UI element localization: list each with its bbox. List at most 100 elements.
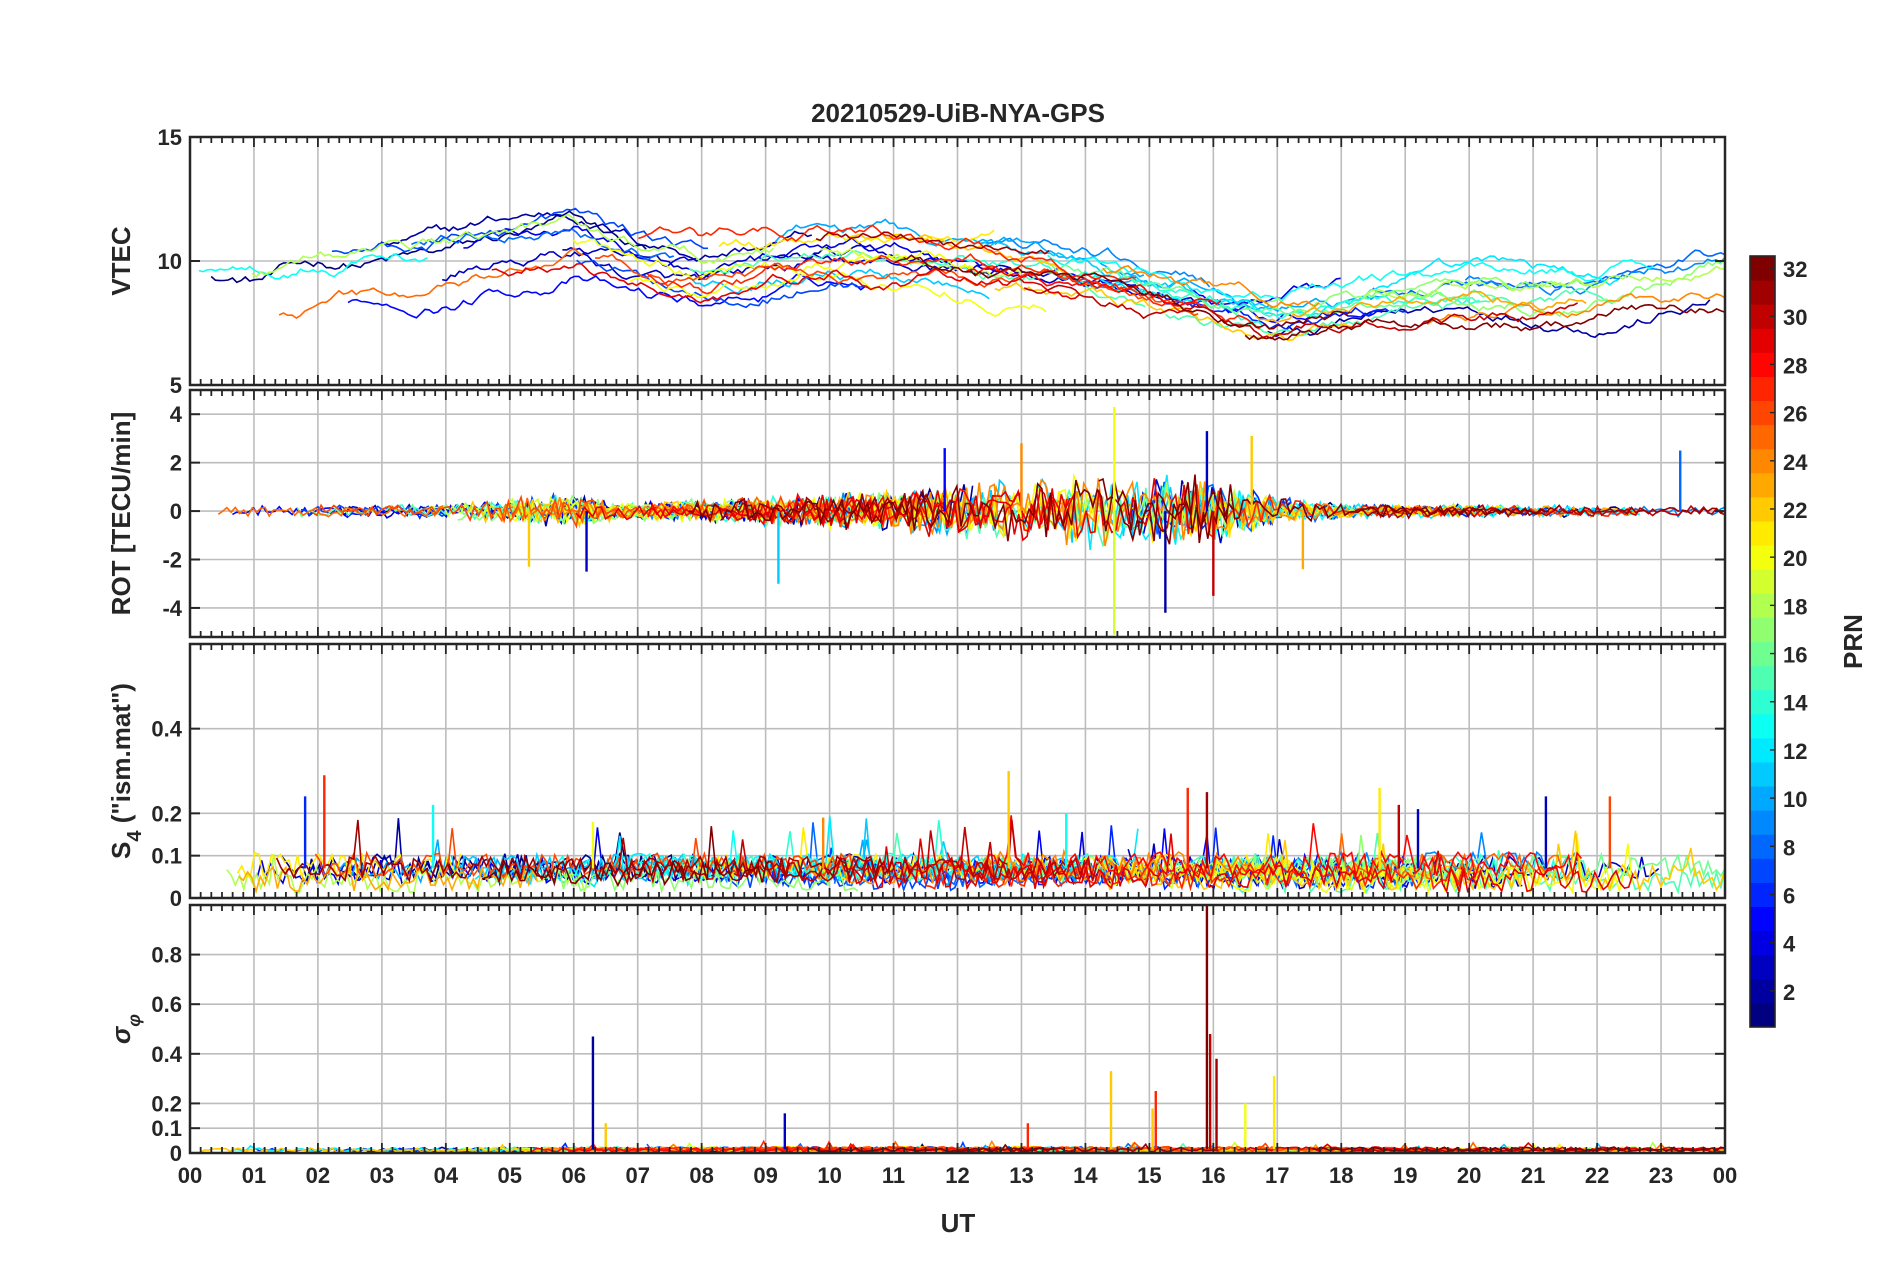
series-line-prn-31 [957, 1142, 1219, 1153]
ticks-rot [189, 390, 1726, 637]
x-axis-title: UT [941, 1208, 976, 1238]
series-line-prn-5 [347, 273, 866, 319]
y-axis-title-rot: ROT [TECU/min] [106, 412, 136, 616]
y-tick-label: 0.2 [151, 1091, 182, 1116]
x-tick-label: 23 [1649, 1163, 1673, 1188]
colorbar-swatch-prn-19 [1750, 569, 1775, 594]
colorbar-swatch-prn-3 [1750, 954, 1775, 980]
colorbar-tick-label: 26 [1783, 402, 1807, 427]
series-line-prn-32 [1244, 303, 1725, 341]
series-line-prn-32 [894, 254, 1351, 330]
series-line-prn-29 [843, 833, 1393, 891]
colorbar-swatch-prn-21 [1750, 521, 1775, 546]
x-tick-label: 05 [498, 1163, 522, 1188]
series-line-prn-28 [965, 266, 1222, 307]
colorbar-swatch-prn-9 [1750, 810, 1775, 835]
x-tick-label: 18 [1329, 1163, 1353, 1188]
y-axis-title-vtec: VTEC [106, 226, 136, 296]
colorbar-box [1749, 255, 1776, 1028]
y-tick-label: 0 [170, 499, 182, 524]
series-line-prn-27 [646, 253, 1261, 330]
series-s4 [226, 771, 1725, 896]
colorbar-swatch-prn-17 [1750, 617, 1775, 642]
series-line-prn-29 [491, 262, 1080, 304]
y-axis-title-s4: S4 ("ism.mat") [106, 683, 146, 859]
colorbar-tick-label: 8 [1783, 835, 1795, 860]
colorbar-swatch-prn-11 [1750, 761, 1775, 787]
series-line-prn-18 [251, 213, 774, 278]
series-line-prn-27 [908, 860, 1473, 892]
series-rot [217, 406, 1725, 635]
y-tick-label: 0.4 [151, 717, 182, 742]
colorbar-tick-label: 10 [1783, 787, 1807, 812]
ticks-vtec [189, 136, 1726, 386]
y-tick-label: 15 [158, 125, 182, 150]
y-tick-label: 0 [170, 886, 182, 911]
series-line-prn-31 [733, 492, 940, 527]
y-tick-label: 2 [170, 451, 182, 476]
series-line-prn-32 [1098, 477, 1549, 543]
ticks-s4 [189, 644, 1726, 899]
y-tick-label: -2 [162, 548, 182, 573]
figure-title: 20210529-UiB-NYA-GPS [811, 98, 1105, 128]
colorbar-swatch-prn-23 [1750, 472, 1775, 498]
colorbar-tick-label: 28 [1783, 353, 1807, 378]
series-line-prn-13 [198, 253, 428, 280]
series-line-prn-25 [217, 505, 444, 518]
series-line-prn-19 [820, 247, 1022, 277]
series-line-prn-6 [1187, 301, 1408, 331]
colorbar-swatch-prn-1 [1750, 1002, 1775, 1028]
series-line-prn-27 [638, 224, 1137, 281]
series-line-prn-32 [481, 826, 772, 888]
x-tick-label: 00 [178, 1163, 202, 1188]
series-line-prn-28 [946, 815, 1583, 880]
x-tick-label: 02 [306, 1163, 330, 1188]
series-line-prn-20 [629, 271, 1047, 317]
colorbar-tick-label: 32 [1783, 257, 1807, 282]
series-line-prn-29 [1433, 850, 1634, 894]
y-tick-label: 0.2 [151, 801, 182, 826]
series-line-prn-27 [1179, 484, 1639, 540]
series-line-prn-23 [1254, 290, 1587, 323]
colorbar-swatch-prn-31 [1750, 280, 1775, 305]
colorbar-tick-label: 18 [1783, 594, 1807, 619]
series-line-prn-8 [411, 228, 675, 261]
series-line-prn-22 [994, 281, 1353, 342]
x-tick-label: 00 [1713, 1163, 1737, 1188]
series-line-prn-24 [1426, 292, 1725, 325]
series-line-prn-26 [314, 828, 859, 880]
x-tick-label: 21 [1521, 1163, 1545, 1188]
panel-vtec: 5 10 15 VTEC [106, 125, 1727, 398]
series-line-prn-1 [210, 210, 647, 284]
series-line-prn-24 [808, 857, 1172, 887]
x-tick-label: 08 [689, 1163, 713, 1188]
y-tick-label: -4 [162, 596, 182, 621]
colorbar-swatch-prn-15 [1750, 665, 1775, 691]
series-line-prn-25 [278, 247, 584, 319]
colorbar-swatch-prn-5 [1750, 906, 1775, 932]
y-tick-label: 0.1 [151, 1116, 182, 1141]
x-tick-label: 06 [562, 1163, 586, 1188]
colorbar-tick-label: 22 [1783, 498, 1807, 523]
series-line-prn-21 [718, 229, 995, 251]
panel-sigma: 00.10.2 0.4 0.6 0.8 σφ [106, 903, 1727, 1166]
panel-s4: 0 0.1 0.2 0.4S4 ("ism.mat") [106, 642, 1727, 911]
x-tick-label: 12 [945, 1163, 969, 1188]
series-line-prn-31 [275, 819, 894, 884]
y-tick-label: 4 [170, 402, 183, 427]
y-tick-label: 10 [158, 249, 182, 274]
x-tick-label: 13 [1009, 1163, 1033, 1188]
series-line-prn-25 [1336, 833, 1572, 881]
x-tick-label: 17 [1265, 1163, 1289, 1188]
series-line-prn-9 [980, 237, 1211, 288]
series-line-prn-7 [576, 259, 870, 309]
x-tick-label: 19 [1393, 1163, 1417, 1188]
series-line-prn-32 [1312, 1146, 1725, 1152]
colorbar-swatch-prn-29 [1750, 328, 1775, 353]
x-tick-label: 20 [1457, 1163, 1481, 1188]
x-tick-label: 15 [1137, 1163, 1161, 1188]
series-line-prn-15 [1165, 287, 1614, 337]
colorbar-tick-label: 30 [1783, 305, 1807, 330]
colorbar-swatch-prn-27 [1750, 376, 1775, 402]
